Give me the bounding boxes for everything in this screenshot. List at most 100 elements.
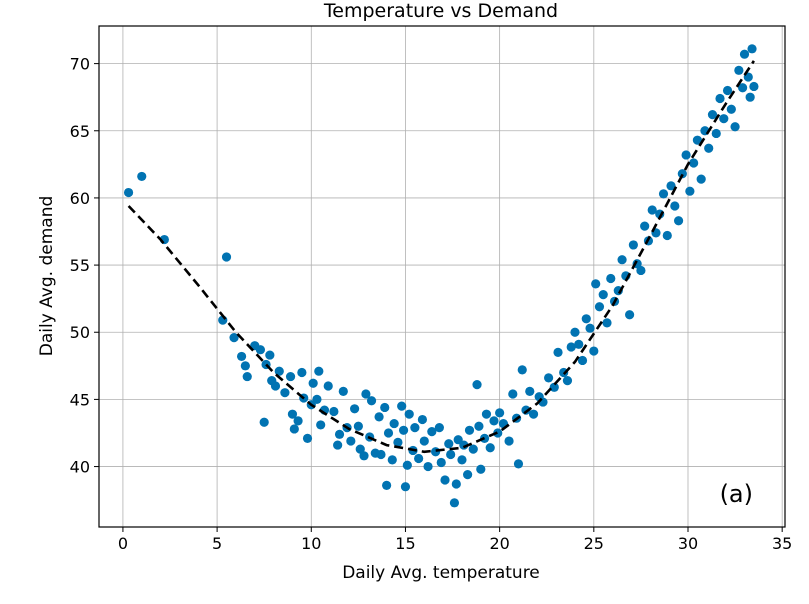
data-point [504,436,514,446]
data-point [240,361,250,371]
data-point [383,428,394,438]
chart-title: Temperature vs Demand [323,0,558,22]
data-point [398,425,409,435]
data-point [481,409,492,419]
data-point [544,373,554,383]
x-tick-label: 0 [118,534,128,553]
data-point [715,93,725,104]
data-point [463,470,473,480]
data-point [625,310,635,320]
data-point [747,44,757,54]
data-point [485,443,495,453]
data-point [221,252,232,262]
data-point [681,150,691,160]
data-point [417,414,428,425]
data-point [707,110,718,120]
data-point [692,135,703,145]
data-point [280,388,290,398]
data-point [472,380,482,390]
data-point [229,333,239,343]
data-point [285,371,296,382]
data-point [350,404,360,414]
grid [99,26,785,527]
data-point [259,417,269,427]
data-point [427,427,437,437]
data-point [346,436,356,446]
data-point [734,65,744,75]
data-point [302,433,313,443]
data-point [400,482,411,492]
data-point [314,366,324,376]
data-point [495,408,505,418]
data-point [446,449,456,460]
data-point [628,240,638,250]
data-point [562,375,573,386]
data-point [704,143,714,153]
data-point [647,205,657,215]
data-point [308,378,318,388]
data-point [380,402,390,413]
data-point [745,92,755,102]
data-point [606,273,616,284]
data-point [739,49,750,59]
data-point [423,461,433,472]
plot-frame [98,25,786,528]
data-point [468,444,478,454]
data-point [430,447,441,457]
data-point [726,104,736,114]
data-point [389,418,399,429]
data-point [436,457,446,468]
data-point [434,423,444,433]
data-point [508,389,518,399]
data-point [274,366,284,376]
data-point [393,437,403,447]
data-point [293,416,303,426]
data-point [696,174,706,184]
data-point [666,181,676,191]
data-point [334,429,345,439]
x-tick-label: 5 [212,534,222,553]
data-point [513,459,524,469]
data-point [598,290,608,300]
y-tick-label: 65 [70,122,90,141]
data-point [689,158,699,168]
data-point [719,114,729,124]
data-point [376,449,386,460]
data-point [574,339,584,349]
y-axis-label: Daily Avg. demand [37,196,57,357]
data-point [123,187,134,198]
fit-line-group [127,60,755,454]
data-point [489,416,499,426]
data-point [444,439,454,449]
data-point [594,302,605,312]
data-point [410,423,420,433]
data-point [236,351,247,362]
data-point [329,406,339,417]
data-point [137,171,147,182]
x-tick-label: 25 [584,534,604,553]
data-point [464,425,475,435]
x-tick-label: 10 [301,534,321,553]
data-point [591,279,601,289]
data-point [474,421,484,431]
data-point [566,342,576,352]
data-point [387,455,397,465]
data-point [581,314,591,324]
data-point [636,265,646,276]
data-point [749,81,759,92]
data-point [359,451,369,461]
y-tick-label: 55 [70,256,90,275]
y-axis: 40 45 50 55 60 65 70 [70,55,99,477]
data-point [404,409,414,419]
data-point [658,189,669,199]
data-point [570,327,580,337]
data-point [402,460,412,470]
data-point [517,365,527,375]
data-point [738,83,748,93]
data-point [366,396,377,406]
data-point [640,221,650,231]
data-point [449,498,460,508]
x-tick-label: 30 [678,534,698,553]
data-point [397,401,407,411]
